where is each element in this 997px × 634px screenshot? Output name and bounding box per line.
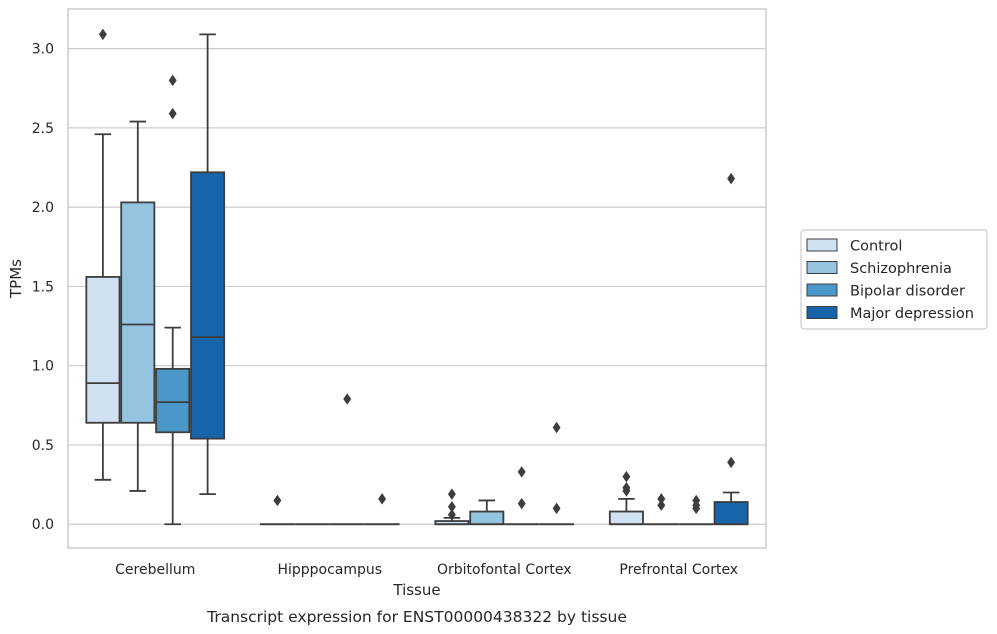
outlier-point	[727, 456, 736, 469]
outlier-point	[343, 393, 352, 405]
y-tick-label: 0.0	[32, 517, 54, 533]
outlier-point	[657, 493, 666, 505]
box-iqr	[85, 276, 121, 424]
y-tick-label: 2.5	[32, 121, 54, 137]
x-axis-label: Tissue	[392, 581, 440, 599]
outlier-point	[98, 28, 107, 41]
box-major-depression	[364, 493, 400, 526]
y-axis-label: TPMs	[7, 259, 25, 299]
legend-swatch	[806, 306, 838, 319]
outlier-point	[447, 501, 456, 513]
legend-entry-label: Control	[850, 239, 902, 255]
box-schizophrenia	[469, 499, 505, 526]
legend-swatch	[806, 261, 838, 274]
box-bipolar-disorder	[678, 494, 714, 526]
outlier-point	[517, 497, 526, 510]
box-iqr	[155, 367, 191, 434]
y-tick-labels: 0.0 0.5 1.0 1.5 2.0 2.5 3.0	[32, 42, 54, 534]
x-tick-labels: Cerebellum Hipppocampus Orbitofontal Corte…	[115, 562, 738, 578]
legend-swatch	[806, 238, 838, 252]
box-iqr	[190, 171, 226, 440]
box-iqr	[713, 501, 749, 526]
y-tick-label: 1.5	[32, 279, 54, 295]
x-tick-label: Hipppocampus	[277, 562, 382, 578]
outlier-point	[168, 74, 177, 87]
box-schizophrenia	[643, 493, 679, 526]
legend-entry-label: Schizophrenia	[850, 261, 952, 277]
legend-swatch	[806, 283, 838, 297]
box-control	[608, 470, 644, 526]
box-bipolar-disorder	[155, 74, 191, 526]
box-iqr	[120, 201, 156, 424]
legend-frame	[800, 229, 988, 330]
y-tick-label: 2.0	[32, 200, 54, 216]
box-major-depression	[539, 421, 575, 526]
box-control	[259, 494, 295, 526]
outlier-point	[447, 488, 456, 500]
outlier-point	[447, 508, 456, 521]
outlier-point	[622, 470, 631, 483]
outlier-point	[552, 502, 561, 515]
box-major-depression	[190, 33, 226, 496]
y-tick-label: 1.0	[32, 359, 54, 375]
x-tick-label: Orbitofontal Cortex	[437, 562, 572, 578]
outlier-point	[517, 466, 526, 478]
plot-frame	[67, 8, 767, 549]
outlier-point	[378, 493, 387, 505]
box-iqr	[469, 510, 505, 526]
outlier-point	[692, 494, 701, 507]
outlier-point	[727, 172, 736, 185]
box-control	[434, 488, 470, 526]
box-iqr	[608, 510, 644, 526]
box-plots	[85, 28, 749, 526]
legend: Control Schizophrenia Bipolar disorder Majo…	[800, 229, 988, 330]
chart-caption: Transcript expression for ENST0000043832…	[206, 608, 627, 626]
box-bipolar-disorder	[504, 466, 540, 526]
outlier-point	[622, 482, 631, 494]
box-major-depression	[713, 172, 749, 526]
outlier-point	[552, 421, 561, 434]
y-tick-label: 3.0	[32, 42, 54, 58]
outlier-point	[168, 107, 177, 120]
grid-lines	[68, 48, 766, 525]
legend-entry-label: Major depression	[850, 306, 974, 322]
outlier-point	[273, 494, 282, 507]
box-bipolar-disorder	[329, 393, 365, 526]
y-tick-label: 0.5	[32, 438, 54, 454]
box-schizophrenia	[120, 120, 156, 492]
legend-entry-label: Bipolar disorder	[850, 284, 965, 300]
outlier-point	[657, 499, 666, 511]
x-tick-label: Cerebellum	[115, 562, 195, 578]
box-control	[85, 28, 121, 481]
x-tick-label: Prefrontal Cortex	[619, 562, 738, 578]
